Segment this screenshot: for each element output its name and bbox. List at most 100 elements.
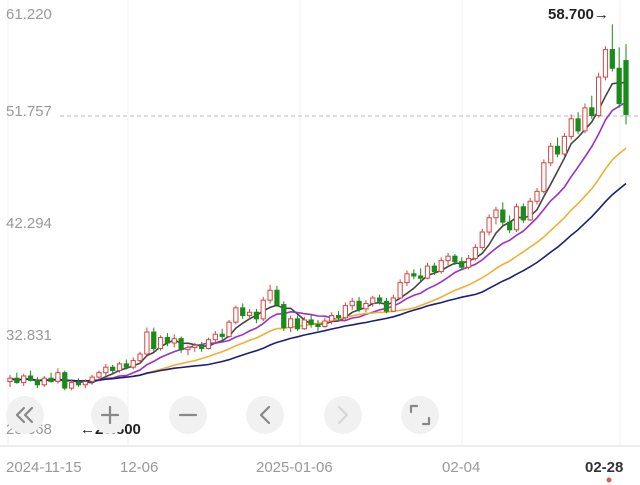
candle-30 <box>212 330 218 344</box>
candle-45 <box>315 319 321 331</box>
candle-body-47 <box>329 315 335 322</box>
candle-body-90 <box>623 60 629 115</box>
candle-57 <box>397 279 403 300</box>
candle-body-20 <box>144 331 150 355</box>
candle-body-14 <box>103 366 109 374</box>
candle-body-28 <box>199 344 205 350</box>
candle-body-89 <box>616 67 622 104</box>
candle-90 <box>623 44 629 125</box>
fullscreen-button[interactable] <box>401 396 439 434</box>
candle-61 <box>424 262 431 280</box>
zoom-out-button[interactable] <box>169 396 207 434</box>
candle-52 <box>363 300 369 313</box>
candle-16 <box>116 361 123 373</box>
candle-47 <box>329 312 335 325</box>
candle-58 <box>404 270 410 286</box>
x-tick-label-0: 2024-11-15 <box>6 459 82 476</box>
candle-10 <box>75 378 82 387</box>
candle-body-40 <box>281 304 287 329</box>
candle-body-1 <box>14 377 20 384</box>
candle-body-62 <box>431 265 437 273</box>
candle-body-59 <box>411 273 417 277</box>
candle-body-2 <box>21 375 27 384</box>
current-date-marker <box>606 477 612 483</box>
candle-51 <box>356 296 362 313</box>
zoom-in-button[interactable] <box>91 396 129 434</box>
candle-body-67 <box>465 257 472 268</box>
candle-81 <box>561 133 568 157</box>
x-axis-labels: 2024-11-15 12-06 2025-01-06 02-04 02-28 <box>6 459 623 476</box>
candle-6 <box>48 372 54 383</box>
double-chevron-left-icon <box>15 406 34 424</box>
candle-42 <box>294 315 301 331</box>
candle-body-21 <box>151 331 157 350</box>
candle-73 <box>507 215 513 234</box>
candle-53 <box>370 295 376 307</box>
candle-70 <box>486 214 492 236</box>
candle-60 <box>418 268 424 282</box>
candle-89 <box>616 47 622 108</box>
candle-body-79 <box>548 145 554 164</box>
candle-19 <box>137 351 143 364</box>
candle-27 <box>192 343 198 352</box>
candle-12 <box>89 374 95 385</box>
candle-body-27 <box>192 344 198 348</box>
candle-7 <box>55 368 61 384</box>
candle-17 <box>123 359 129 370</box>
scroll-right-button[interactable] <box>324 396 362 434</box>
candle-body-53 <box>370 297 376 304</box>
candle-body-73 <box>507 221 513 231</box>
candle-21 <box>151 327 157 352</box>
candle-body-77 <box>534 190 540 202</box>
candle-body-64 <box>445 255 451 262</box>
candle-body-76 <box>527 200 533 221</box>
candle-body-70 <box>486 217 492 233</box>
candle-body-25 <box>178 338 184 351</box>
candle-69 <box>479 228 485 250</box>
candle-87 <box>602 46 609 81</box>
candle-40 <box>281 301 287 331</box>
candle-body-49 <box>342 305 348 319</box>
candle-20 <box>144 327 150 356</box>
candle-body-15 <box>110 366 116 371</box>
candle-body-7 <box>55 372 61 382</box>
pan-to-start-button[interactable] <box>6 396 44 434</box>
candle-18 <box>130 357 136 370</box>
candle-9 <box>68 379 75 391</box>
candle-body-0 <box>7 377 13 382</box>
candle-35 <box>246 308 253 320</box>
candle-22 <box>157 335 164 351</box>
candle-body-23 <box>164 337 171 344</box>
candle-8 <box>62 370 68 391</box>
candle-15 <box>110 365 116 374</box>
candle-29 <box>205 337 212 350</box>
candle-body-83 <box>575 118 581 132</box>
candle-body-65 <box>452 255 458 263</box>
candle-88 <box>609 24 615 72</box>
candle-50 <box>349 297 355 311</box>
chevron-left-icon <box>259 405 271 425</box>
candle-body-30 <box>212 333 218 341</box>
candle-80 <box>554 137 561 158</box>
candle-body-52 <box>363 302 369 310</box>
candle-11 <box>82 379 88 389</box>
candle-37 <box>260 296 266 322</box>
candle-86 <box>596 72 602 118</box>
candle-body-69 <box>479 231 485 248</box>
candle-13 <box>96 370 102 381</box>
fullscreen-icon <box>409 404 431 426</box>
candle-33 <box>233 305 239 325</box>
candle-body-60 <box>418 275 424 279</box>
candle-26 <box>185 345 191 356</box>
candle-body-54 <box>376 297 383 302</box>
candle-0 <box>7 374 13 387</box>
candle-body-16 <box>116 363 123 371</box>
candle-23 <box>164 333 171 347</box>
candle-4 <box>34 377 40 389</box>
ma-line-mid <box>9 101 627 383</box>
scroll-left-button[interactable] <box>246 396 284 434</box>
candle-63 <box>438 257 444 274</box>
ma-line-short <box>9 81 627 384</box>
x-tick-label-2: 2025-01-06 <box>256 459 333 476</box>
